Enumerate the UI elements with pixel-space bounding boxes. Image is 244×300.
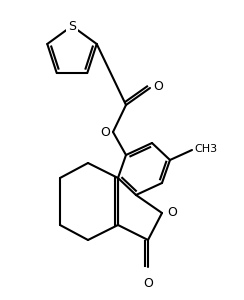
Text: S: S [68,20,76,32]
Text: O: O [153,80,163,94]
Text: O: O [143,277,153,290]
Text: O: O [167,206,177,220]
Text: CH3: CH3 [194,144,217,154]
Text: O: O [100,127,110,140]
